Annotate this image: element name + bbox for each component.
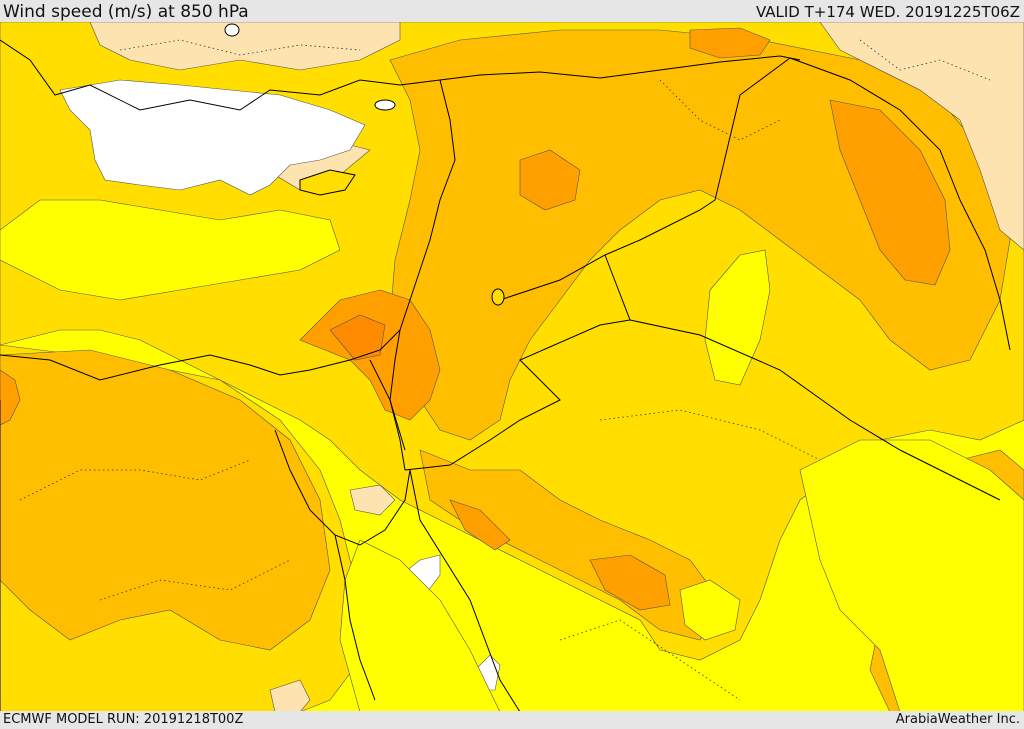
border-jordan-saudi [404,254,631,471]
credit-label: ArabiaWeather Inc. [895,712,1020,727]
header-bar: Wind speed (m/s) at 850 hPa VALID T+174 … [0,0,1024,22]
band-yellow-syria-desert [704,249,771,386]
province-line-saudi [599,409,821,461]
band-orange-nw-syria [689,27,771,59]
province-line-saudi-south [559,619,741,701]
province-line-egypt [19,459,251,501]
coast-sinai [274,429,411,546]
province-line-egypt-south [99,559,291,601]
lake-aegean-island [374,99,396,111]
coast-red-sea-west [334,534,376,701]
model-run-label: ECMWF MODEL RUN: 20191218T00Z [3,712,244,727]
band-orange-hijaz [589,554,671,611]
border-iraq-iran [789,57,1011,351]
band-amber-egypt [0,349,331,651]
band-yellow-arabia-east [679,579,741,641]
coast-egypt-north [0,329,401,381]
country-borders [0,39,1011,713]
band-yellow-mediterranean [0,199,341,301]
water-features [224,23,505,306]
band-light-caucasus [819,21,1024,251]
band-light-turkey [89,21,401,71]
border-syria-iraq [499,57,791,301]
lake-turkey-small [224,23,240,37]
footer-bar: ECMWF MODEL RUN: 20191218T00Z ArabiaWeat… [0,711,1024,729]
valid-time: VALID T+174 WED. 20191225T06Z [755,3,1020,21]
lake-sea-of-galilee [491,288,505,306]
island-cyprus [299,169,356,196]
coast-red-sea-east [409,469,521,713]
map-title: Wind speed (m/s) at 850 hPa [3,2,249,22]
band-darkorange-core [329,314,386,361]
border-iraq-saudi [629,319,1001,501]
band-yellow-arabia-north [799,439,1024,713]
band-orange-iran [829,99,951,286]
band-white-aegean [59,79,366,196]
band-light-egypt-south [269,679,311,713]
province-line-iraq [659,79,781,141]
coast-turkey [0,39,801,111]
province-line-iran [859,39,991,81]
province-borders [19,39,991,701]
province-line-turkey [119,39,361,56]
border-israel [369,359,406,451]
band-orange-jordan [519,149,581,211]
band-orange-sinai [449,499,511,551]
band-orange-west-edge [0,369,21,426]
band-light-sinai [349,484,396,516]
